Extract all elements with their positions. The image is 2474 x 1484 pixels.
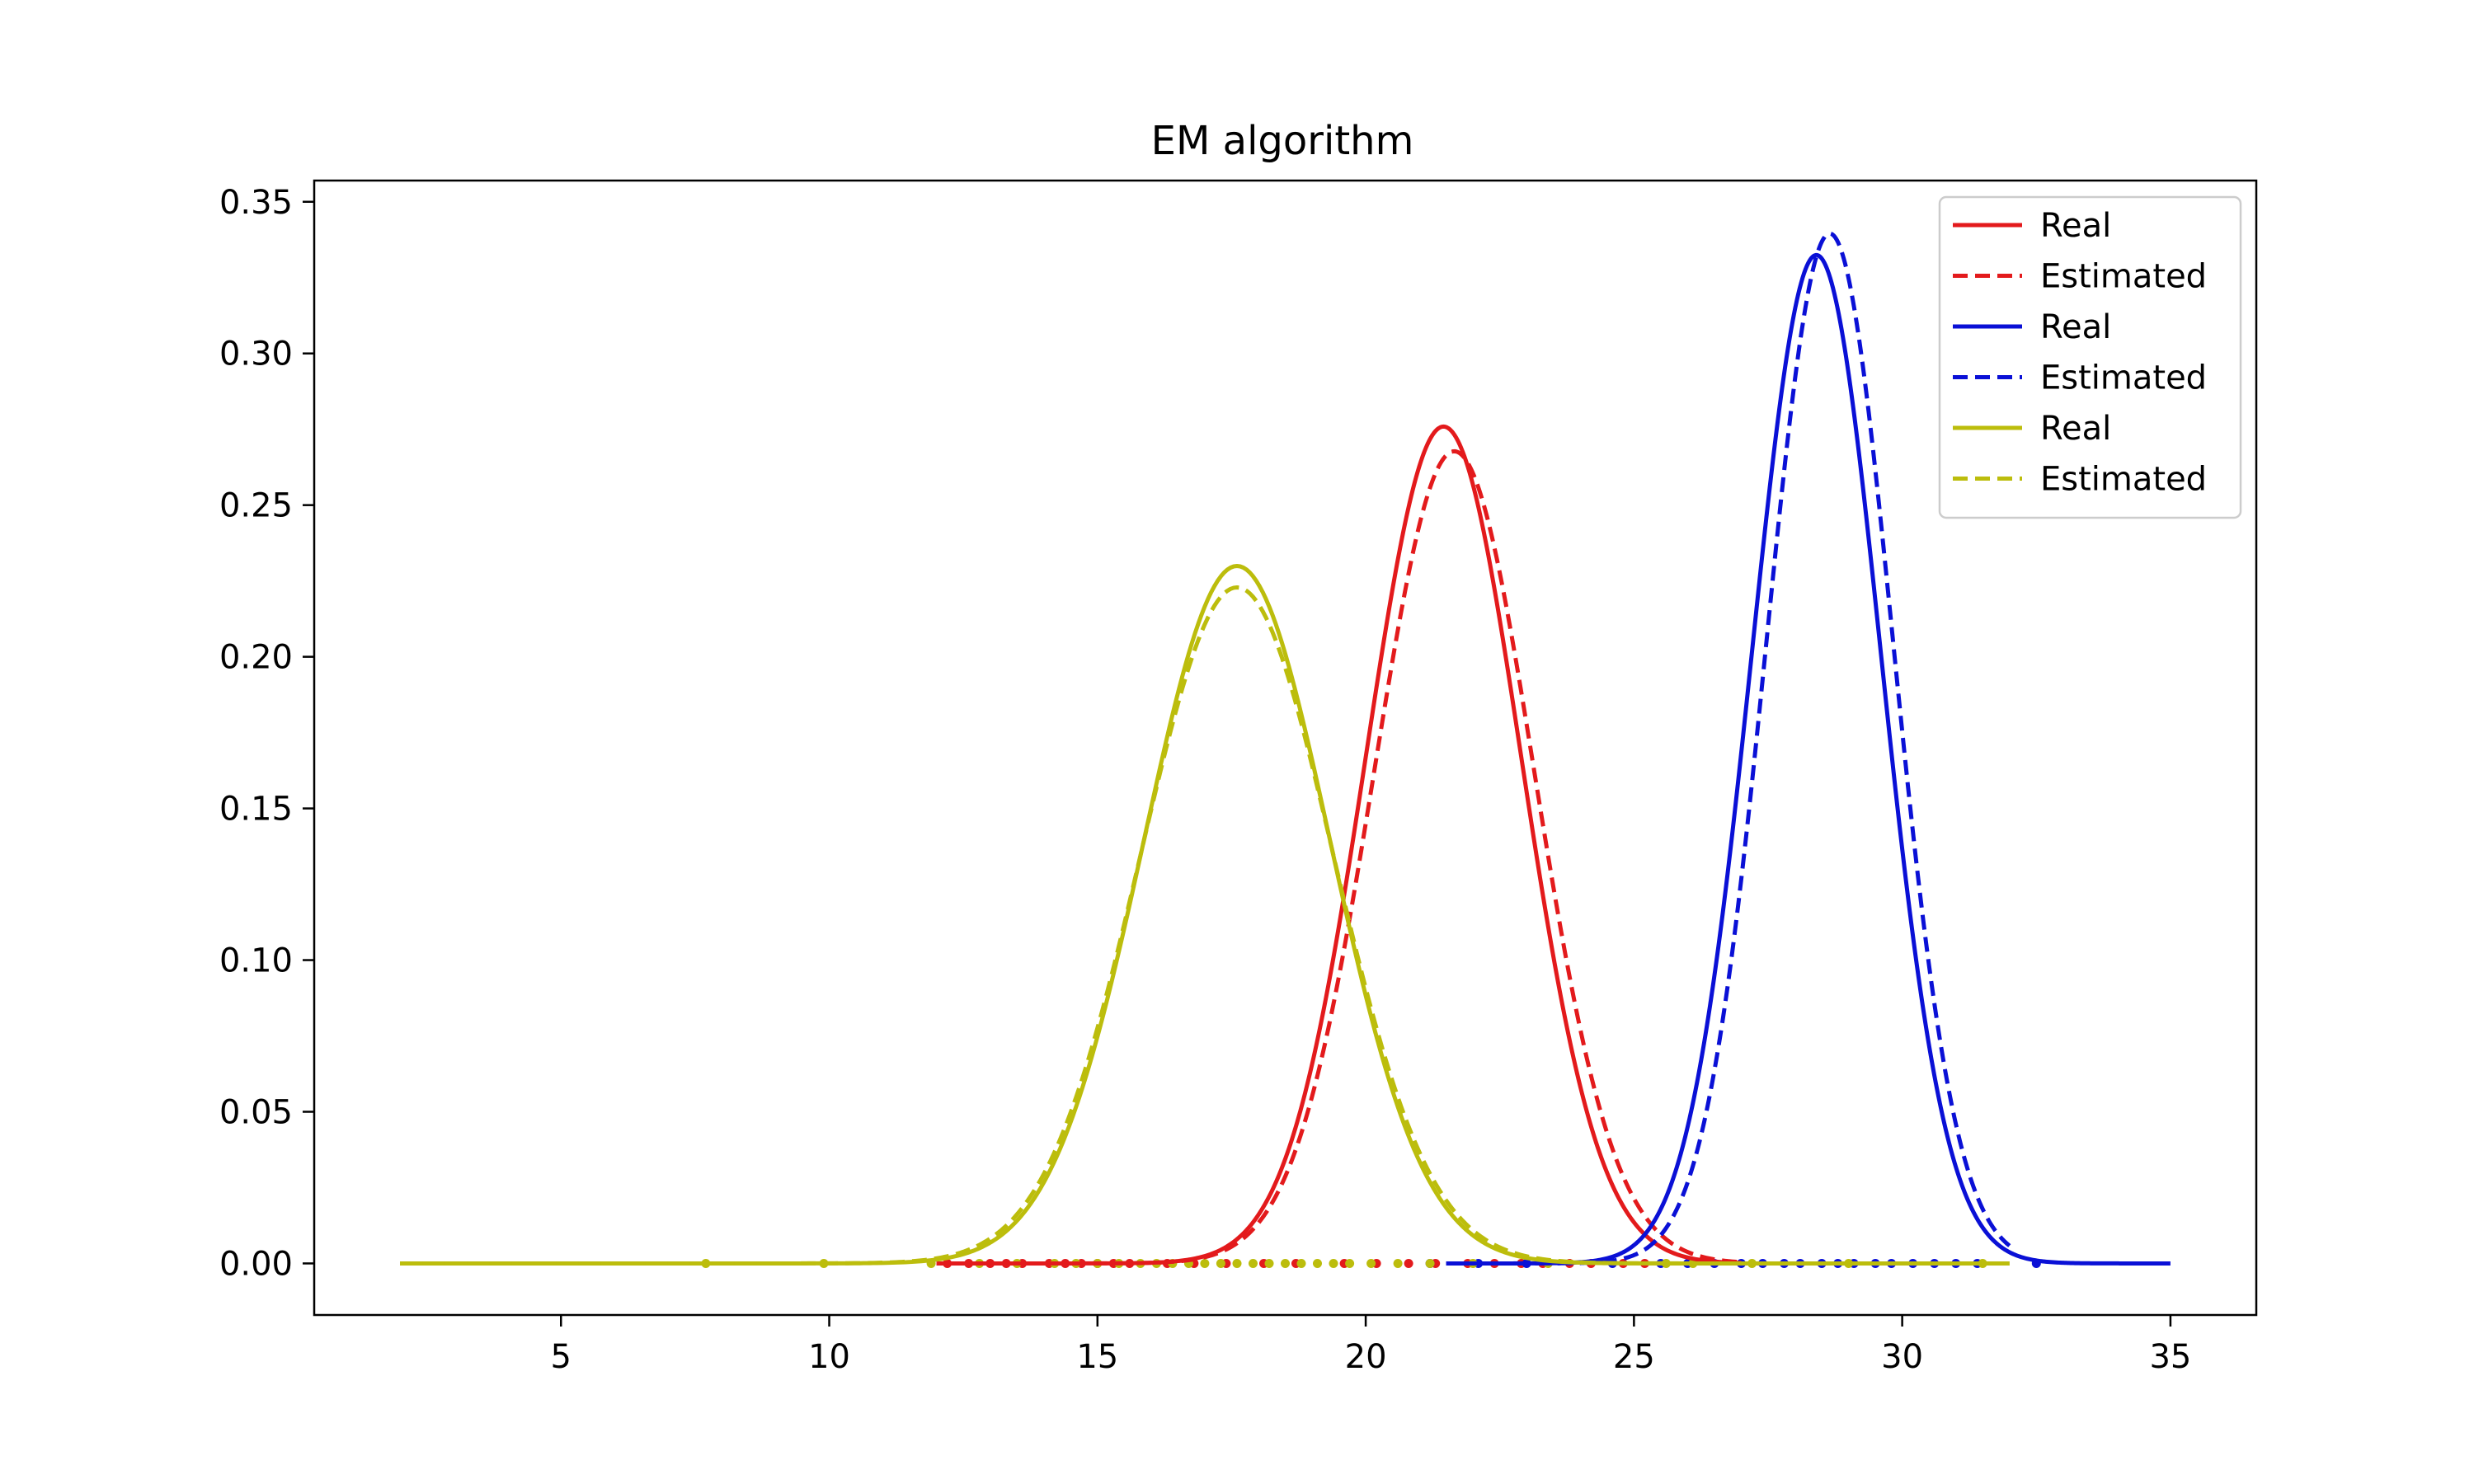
sample-point-2-23 <box>1366 1259 1376 1268</box>
x-axis: 5 10 15 20 25 30 35 <box>551 1315 2191 1376</box>
sample-point-2-14 <box>1216 1259 1225 1268</box>
y-tick-label-2: 0.10 <box>219 942 293 980</box>
x-tick-label-0: 5 <box>551 1338 571 1376</box>
y-axis: 0.00 0.05 0.10 0.15 0.20 0.25 0.30 0.35 <box>219 184 314 1283</box>
sample-point-2-22 <box>1345 1259 1355 1268</box>
y-tick-label-3: 0.15 <box>219 791 293 829</box>
legend-label-4: Real <box>2040 410 2111 448</box>
sample-point-2-24 <box>1393 1259 1403 1268</box>
axes-frame <box>313 179 2258 1317</box>
x-tick-label-4: 25 <box>1613 1338 1655 1376</box>
sample-point-2-19 <box>1296 1259 1306 1268</box>
legend-label-1: Estimated <box>2040 258 2207 296</box>
sample-point-2-13 <box>1200 1259 1210 1268</box>
sample-point-0-18 <box>1404 1259 1413 1268</box>
sample-point-2-20 <box>1313 1259 1322 1268</box>
y-tick-label-7: 0.35 <box>219 184 293 222</box>
legend-box <box>1938 195 2242 519</box>
sample-point-2-21 <box>1329 1259 1338 1268</box>
y-tick-label-1: 0.05 <box>219 1093 293 1131</box>
x-tick-label-2: 15 <box>1076 1338 1118 1376</box>
chart-title: EM algorithm <box>1151 118 1414 164</box>
series-line-3 <box>1445 231 2011 1266</box>
x-tick-label-6: 35 <box>2149 1338 2191 1376</box>
x-tick-label-1: 10 <box>808 1338 850 1376</box>
y-tick-label-0: 0.00 <box>219 1245 293 1283</box>
legend-label-3: Estimated <box>2040 359 2207 397</box>
sample-point-2-25 <box>1425 1259 1435 1268</box>
series-line-1 <box>936 448 1743 1266</box>
y-tick-label-5: 0.25 <box>219 487 293 525</box>
legend-label-5: Estimated <box>2040 461 2207 499</box>
legend-label-2: Real <box>2040 308 2111 346</box>
plot-area <box>400 231 2171 1268</box>
y-tick-label-6: 0.30 <box>219 336 293 373</box>
sample-point-2-17 <box>1264 1259 1274 1268</box>
x-tick-label-3: 20 <box>1345 1338 1387 1376</box>
x-tick-label-5: 30 <box>1881 1338 1923 1376</box>
legend: Real Estimated Real Estimated Real Estimated <box>1938 195 2242 519</box>
series-line-5 <box>400 585 2010 1266</box>
sample-point-2-16 <box>1249 1259 1258 1268</box>
sample-point-2-18 <box>1281 1259 1290 1268</box>
y-tick-label-4: 0.20 <box>219 639 293 677</box>
sample-point-2-15 <box>1232 1259 1242 1268</box>
legend-label-0: Real <box>2040 207 2111 245</box>
